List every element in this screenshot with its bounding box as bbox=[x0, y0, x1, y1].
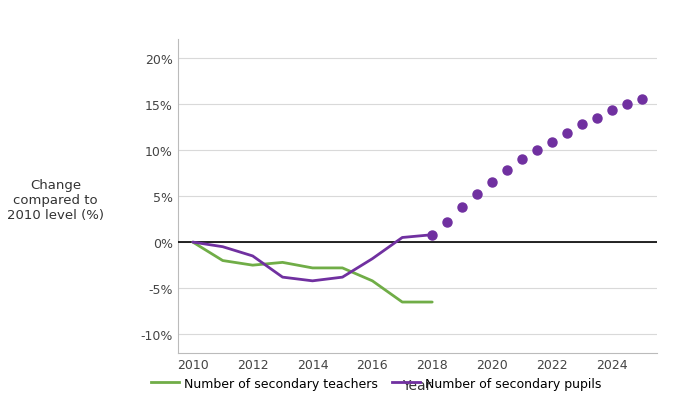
Text: Change
compared to
2010 level (%): Change compared to 2010 level (%) bbox=[7, 179, 104, 222]
Legend: Number of secondary teachers, Number of secondary pupils: Number of secondary teachers, Number of … bbox=[146, 372, 606, 395]
X-axis label: Year: Year bbox=[403, 378, 432, 392]
